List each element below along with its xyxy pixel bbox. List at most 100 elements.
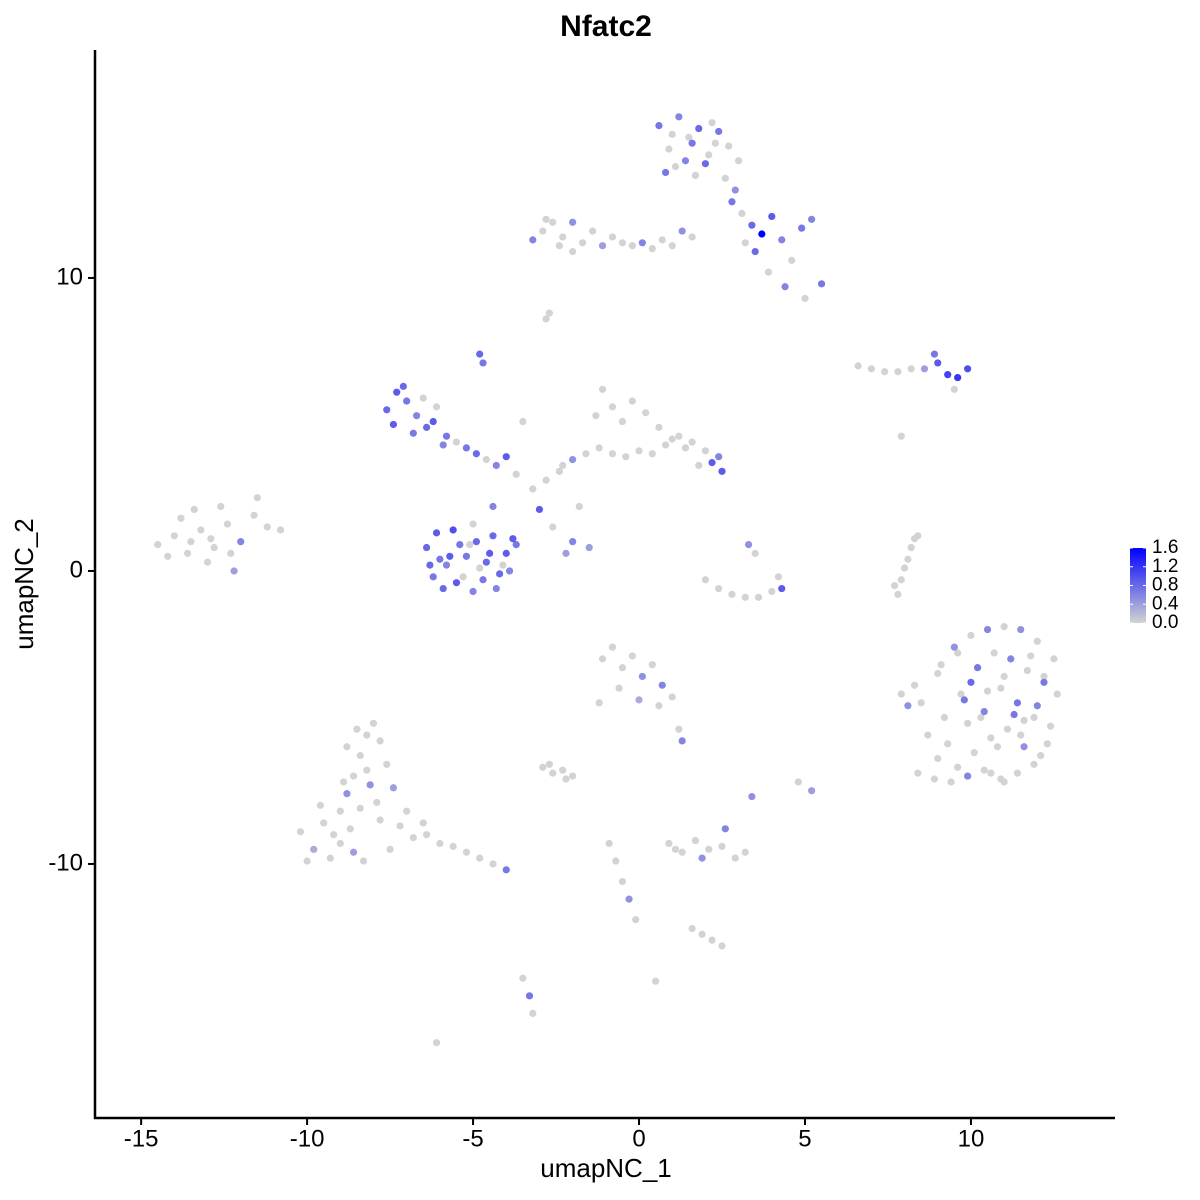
cell-point bbox=[164, 552, 172, 560]
cell-point bbox=[701, 160, 710, 168]
cell-point bbox=[432, 529, 441, 537]
x-tick-label: 10 bbox=[958, 1125, 985, 1152]
cell-point bbox=[476, 854, 484, 862]
cell-point bbox=[436, 839, 444, 848]
cell-point bbox=[578, 239, 587, 247]
cell-point bbox=[907, 365, 915, 373]
cell-point bbox=[1033, 637, 1041, 645]
cell-point bbox=[469, 520, 477, 528]
cell-point bbox=[502, 453, 510, 461]
cell-point bbox=[1007, 655, 1015, 663]
cell-point bbox=[904, 702, 912, 710]
cell-point bbox=[442, 561, 451, 569]
cell-point bbox=[253, 494, 261, 502]
cell-point bbox=[642, 409, 650, 417]
cell-point bbox=[741, 593, 749, 601]
cell-point bbox=[389, 420, 397, 429]
cell-point bbox=[867, 365, 875, 373]
cell-point bbox=[569, 538, 577, 546]
cell-point bbox=[383, 406, 391, 414]
cell-point bbox=[950, 385, 958, 393]
cell-point bbox=[691, 171, 700, 180]
cell-point bbox=[492, 584, 500, 593]
cell-point bbox=[701, 576, 710, 584]
cell-point bbox=[910, 681, 919, 689]
cell-point bbox=[768, 587, 776, 596]
cell-point bbox=[718, 842, 726, 850]
cell-point bbox=[894, 368, 902, 376]
cell-point bbox=[668, 693, 676, 701]
cell-point bbox=[741, 239, 749, 247]
cell-point bbox=[217, 502, 225, 511]
cell-point bbox=[668, 130, 676, 138]
cell-point bbox=[502, 866, 510, 874]
cell-point bbox=[940, 713, 948, 722]
cell-point bbox=[190, 505, 198, 514]
cell-point bbox=[678, 737, 686, 745]
cell-point bbox=[489, 502, 497, 511]
cell-point bbox=[741, 848, 749, 856]
cell-point bbox=[675, 725, 683, 733]
cell-point bbox=[545, 760, 554, 768]
cell-point bbox=[728, 198, 736, 206]
cell-point bbox=[618, 664, 627, 672]
cell-point bbox=[698, 930, 706, 938]
cell-point bbox=[303, 857, 311, 865]
cell-point bbox=[721, 174, 729, 182]
cell-point bbox=[751, 247, 759, 256]
cell-point bbox=[618, 239, 627, 247]
cell-point bbox=[695, 124, 703, 133]
cell-point bbox=[655, 121, 663, 130]
cell-point bbox=[891, 582, 899, 590]
cell-point bbox=[422, 423, 431, 431]
cell-point bbox=[608, 233, 617, 241]
cell-point bbox=[197, 526, 205, 534]
cell-point bbox=[496, 570, 504, 578]
cell-point bbox=[436, 555, 444, 563]
cell-point bbox=[854, 362, 862, 370]
cell-point bbox=[1047, 722, 1055, 730]
cell-point bbox=[432, 403, 441, 411]
cell-point bbox=[512, 540, 520, 549]
cell-point bbox=[1040, 672, 1048, 681]
cell-point bbox=[937, 661, 945, 669]
cell-point bbox=[934, 754, 942, 763]
cell-point bbox=[661, 168, 670, 177]
cell-point bbox=[482, 456, 490, 464]
cell-point bbox=[914, 769, 922, 777]
y-tick-label: 0 bbox=[70, 556, 83, 583]
cell-point bbox=[356, 804, 364, 812]
cell-point bbox=[170, 532, 178, 540]
cell-point bbox=[754, 593, 763, 601]
cell-point bbox=[964, 365, 972, 373]
cell-point bbox=[632, 916, 640, 924]
cell-point bbox=[964, 772, 972, 780]
cell-point bbox=[708, 458, 716, 467]
cell-point bbox=[718, 467, 726, 475]
cell-point bbox=[983, 625, 992, 634]
cell-point bbox=[1020, 743, 1028, 751]
cell-point bbox=[569, 456, 577, 464]
cell-point bbox=[817, 280, 826, 288]
cell-point bbox=[930, 350, 939, 358]
cell-point bbox=[422, 543, 431, 552]
cell-point bbox=[562, 549, 570, 557]
cell-point bbox=[638, 672, 646, 681]
cell-point bbox=[671, 845, 680, 853]
cell-point bbox=[881, 368, 889, 376]
cell-point bbox=[569, 247, 577, 256]
cell-point bbox=[386, 845, 394, 853]
cell-point bbox=[489, 860, 497, 868]
cell-point bbox=[655, 423, 663, 431]
cell-point bbox=[788, 256, 796, 264]
cell-point bbox=[595, 699, 603, 707]
cell-point bbox=[954, 763, 962, 771]
cell-point bbox=[977, 713, 985, 722]
cell-point bbox=[569, 218, 577, 226]
cell-point bbox=[326, 854, 334, 862]
y-tick-label: -10 bbox=[48, 849, 83, 876]
cell-point bbox=[426, 561, 434, 569]
cell-point bbox=[1000, 778, 1008, 786]
cell-point bbox=[652, 977, 660, 985]
cell-point bbox=[230, 567, 238, 575]
